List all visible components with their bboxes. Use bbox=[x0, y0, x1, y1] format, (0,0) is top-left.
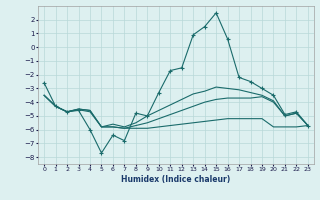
X-axis label: Humidex (Indice chaleur): Humidex (Indice chaleur) bbox=[121, 175, 231, 184]
